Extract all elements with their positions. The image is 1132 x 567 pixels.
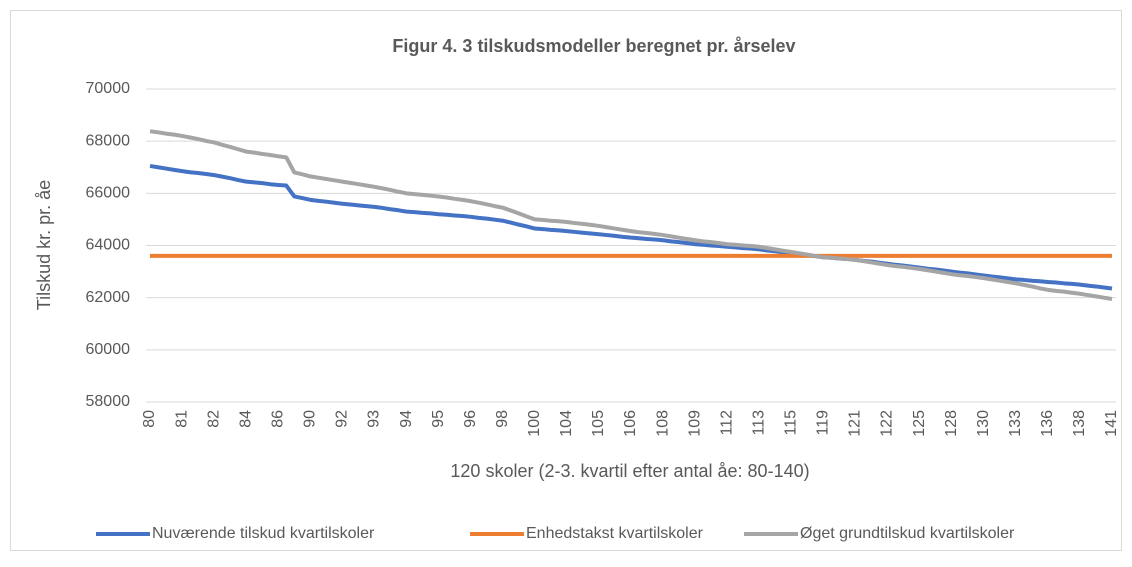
line-series [149,129,1113,301]
x-tick-label: 84 [237,410,254,428]
x-tick-label: 121 [847,410,864,437]
line-series [149,163,1113,291]
x-tick-label: 108 [654,410,671,437]
x-tick-label: 130 [975,410,992,437]
x-tick-label: 94 [398,410,415,428]
x-tick-label: 93 [366,410,383,428]
x-tick-label: 104 [558,410,575,437]
x-tick-label: 100 [526,410,543,437]
x-tick-label: 92 [334,410,351,428]
x-tick-label: 133 [1007,410,1024,437]
x-tick-label: 106 [622,410,639,437]
legend-label: Øget grundtilskud kvartilskoler [800,525,1015,542]
y-tick-label: 70000 [86,80,131,97]
x-tick-label: 112 [718,410,735,436]
x-tick-label: 90 [302,410,319,428]
x-tick-label: 95 [430,410,447,428]
x-tick-label: 128 [943,410,960,437]
x-tick-label: 138 [1071,410,1088,437]
x-tick-label: 109 [686,410,703,437]
x-tick-label: 136 [1039,410,1056,437]
x-tick-label: 86 [269,410,286,428]
x-tick-label: 96 [462,410,479,428]
x-tick-label: 125 [911,410,928,437]
y-tick-label: 66000 [86,185,131,202]
legend-label: Nuværende tilskud kvartilskoler [152,525,375,542]
x-tick-label: 115 [783,410,800,436]
y-axis-title: Tilskud kr. pr. åe [34,180,54,310]
x-tick-label: 113 [750,410,767,436]
legend-label: Enhedstakst kvartilskoler [526,525,704,542]
x-tick-label: 98 [494,410,511,428]
x-tick-label: 82 [205,410,222,428]
x-tick-label: 119 [815,410,832,436]
y-tick-label: 62000 [86,289,131,306]
x-tick-label: 81 [173,410,190,428]
y-tick-label: 60000 [86,341,131,358]
x-tick-label: 141 [1103,410,1120,437]
y-tick-label: 64000 [86,237,131,254]
x-tick-label: 105 [590,410,607,437]
x-tick-label: 122 [879,410,896,437]
x-axis-title: 120 skoler (2-3. kvartil efter antal åe:… [450,461,809,481]
y-tick-label: 58000 [86,393,131,410]
y-tick-label: 68000 [86,132,131,149]
chart-title: Figur 4. 3 tilskudsmodeller beregnet pr.… [392,36,795,56]
chart-border [10,10,1122,551]
x-tick-label: 80 [141,410,158,428]
